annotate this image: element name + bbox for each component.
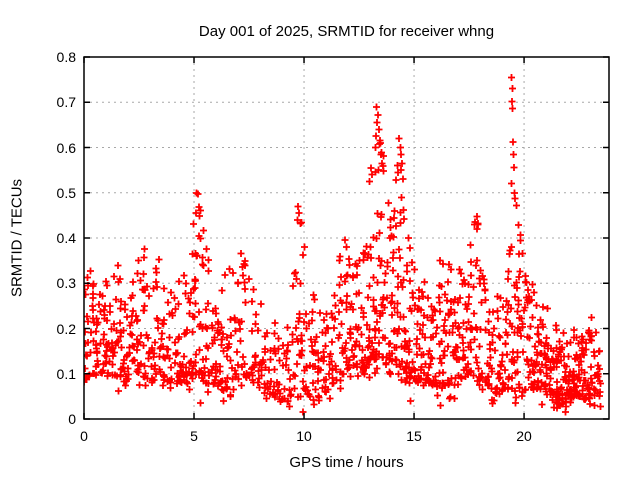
scatter-points <box>84 74 604 416</box>
y-tick-label: 0 <box>68 411 76 427</box>
y-tick-label: 0.4 <box>56 230 76 246</box>
y-tick-label: 0.2 <box>56 321 76 337</box>
axes-and-ticks <box>83 56 610 420</box>
x-axis-label: GPS time / hours <box>289 454 404 471</box>
y-tick-label: 0.1 <box>56 366 76 382</box>
y-tick-label: 0.3 <box>56 275 76 291</box>
data-point-markers <box>84 74 604 416</box>
y-tick-label: 0.5 <box>56 185 76 201</box>
chart-title: Day 001 of 2025, SRMTID for receiver whn… <box>198 23 495 40</box>
x-tick-label: 20 <box>516 428 532 444</box>
y-tick-label: 0.6 <box>56 140 76 156</box>
y-tick-label: 0.7 <box>56 94 76 110</box>
y-tick-label: 0.8 <box>56 49 76 65</box>
x-tick-label: 15 <box>406 428 422 444</box>
x-tick-label: 0 <box>80 428 88 444</box>
x-tick-label: 10 <box>296 428 312 444</box>
x-tick-label: 5 <box>190 428 198 444</box>
